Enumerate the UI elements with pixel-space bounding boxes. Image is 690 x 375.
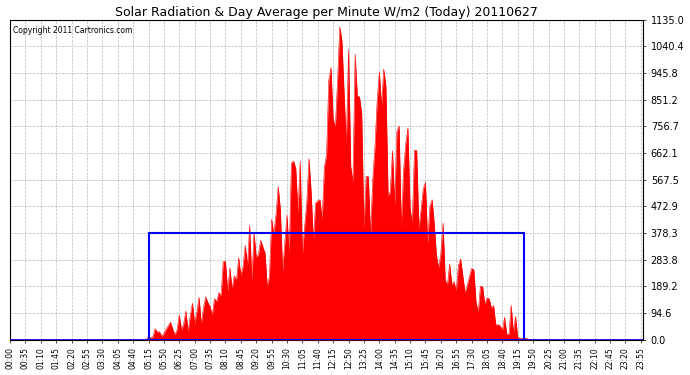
Bar [148,233,524,340]
Text: Copyright 2011 Cartronics.com: Copyright 2011 Cartronics.com [13,26,132,35]
Title: Solar Radiation & Day Average per Minute W/m2 (Today) 20110627: Solar Radiation & Day Average per Minute… [115,6,538,18]
